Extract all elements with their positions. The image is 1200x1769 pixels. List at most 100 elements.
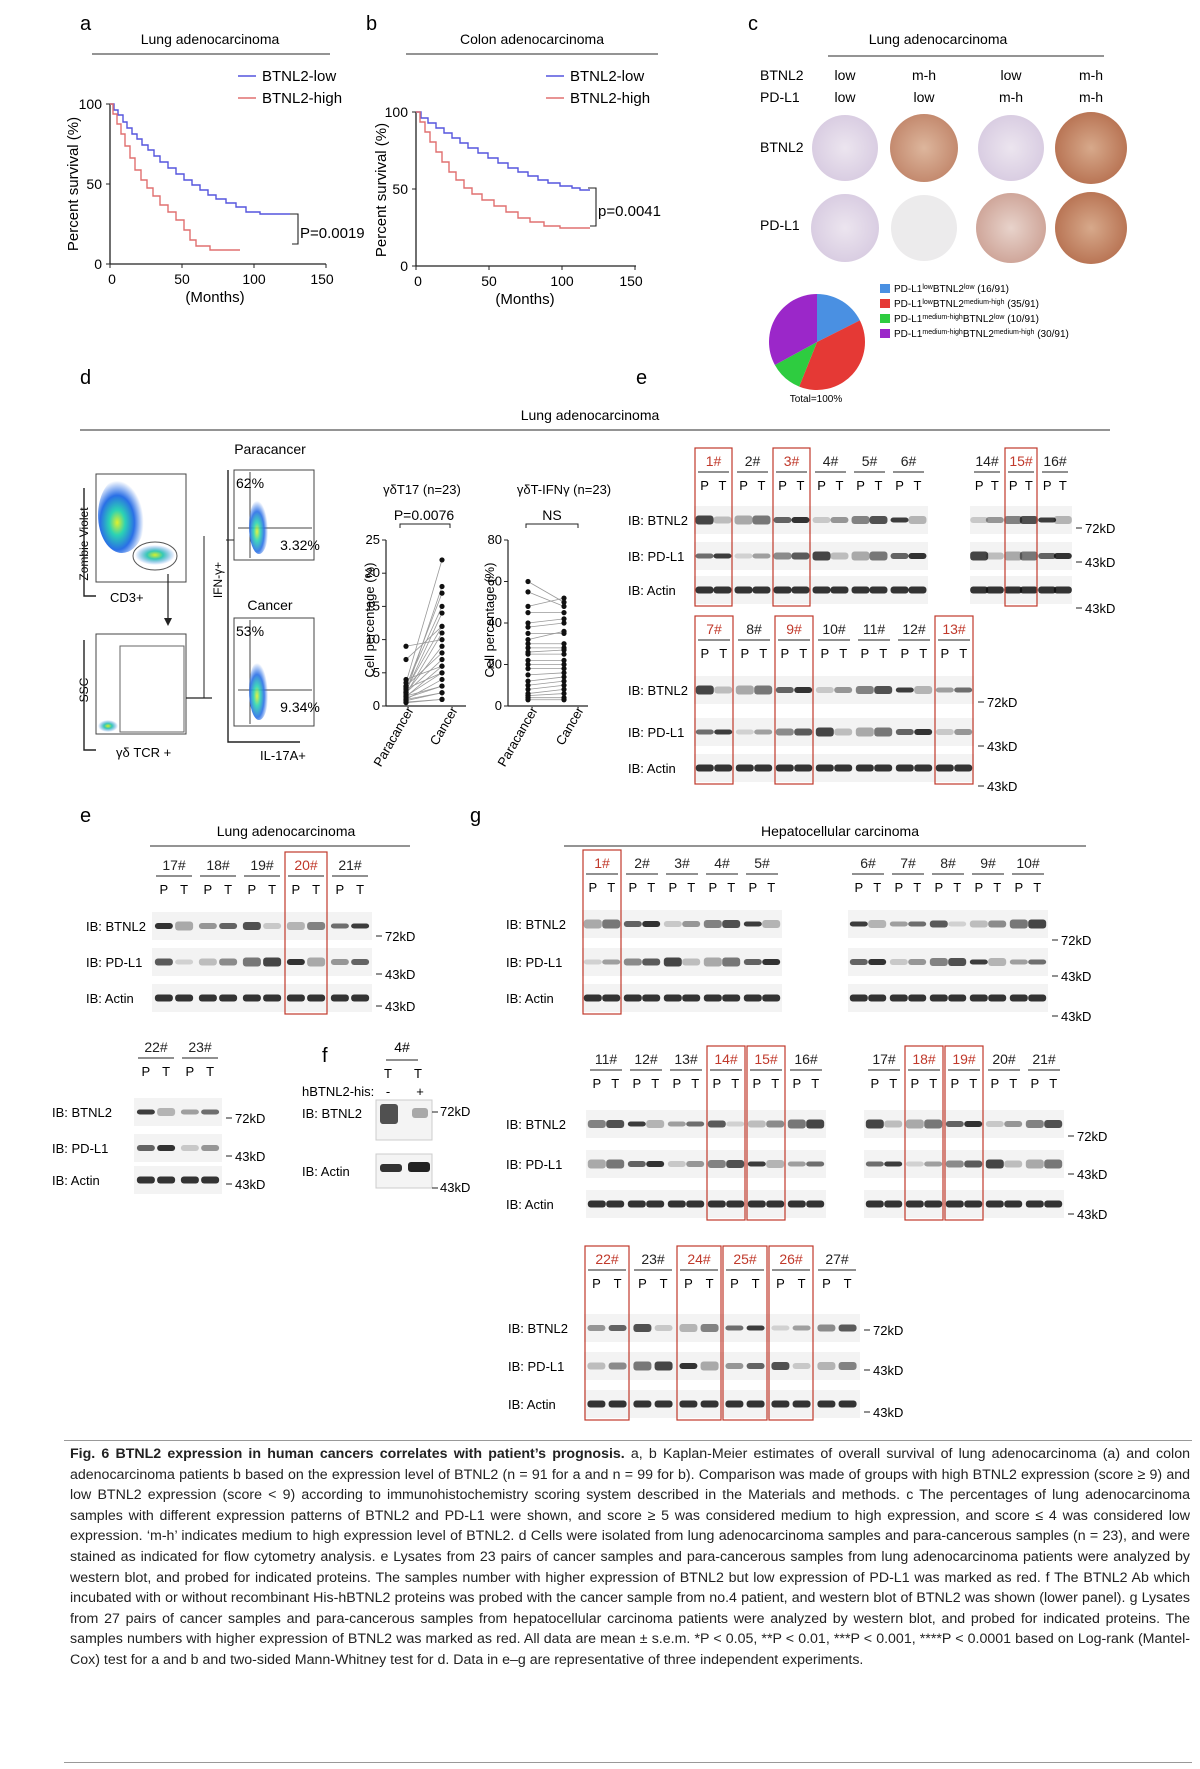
dot-point <box>561 620 567 626</box>
blot-lane-p: P <box>684 1276 693 1291</box>
blot-row-label: IB: BTNL2 <box>506 1117 566 1132</box>
blot-band <box>815 687 834 693</box>
red-highlight-box <box>772 447 811 607</box>
blot-band <box>791 586 810 594</box>
blot-lane-p: P <box>860 646 869 661</box>
blot-band <box>679 1400 698 1408</box>
blot-band <box>606 1200 625 1208</box>
pie-legend: PD-L1lowBTNL2low (16/91) PD-L1lowBTNL2med… <box>880 284 1069 340</box>
dot-point <box>561 595 567 601</box>
blot-band <box>201 1145 220 1151</box>
blot-g3: 11#P T12#P T13#P T14#P T15#P T16#P TIB: BTNL2I… <box>506 1045 826 1221</box>
blot-band <box>754 729 773 735</box>
blot-band <box>633 1361 652 1371</box>
blot-band <box>707 1200 726 1208</box>
dot-point <box>439 637 445 643</box>
blot-band <box>1028 959 1047 965</box>
blot-lane-t: T <box>873 880 881 895</box>
blot-sample-label: 13# <box>674 1051 698 1067</box>
dot-point <box>561 616 567 622</box>
blot-band <box>286 994 305 1002</box>
blot-sample-label: 13# <box>942 621 966 637</box>
blot-band <box>154 994 173 1002</box>
blot-band <box>895 764 914 772</box>
blot-band <box>855 764 874 772</box>
dot-point <box>525 645 531 651</box>
blot-band <box>682 994 701 1002</box>
blot-sample-label: 4# <box>714 855 730 871</box>
pie-slice <box>769 294 817 366</box>
blot-band <box>794 764 813 772</box>
blot-band <box>726 1160 745 1168</box>
dot-ytick: 20 <box>366 565 380 580</box>
blot-lane-t: T <box>969 1076 977 1091</box>
blot-band <box>714 764 733 772</box>
blot-band <box>945 1160 964 1168</box>
blot-lane-t: T <box>719 646 727 661</box>
dot-point <box>561 610 567 616</box>
blot-sample-label: 26# <box>779 1251 803 1267</box>
blot-band <box>775 764 794 772</box>
blot-band <box>154 923 173 929</box>
red-highlight-box <box>694 447 733 607</box>
dot-point <box>403 699 409 705</box>
blot-band <box>726 1200 745 1208</box>
dot-ytick: 0 <box>373 698 380 713</box>
blot-lane-p: P <box>204 882 213 897</box>
blot-row-label: IB: Actin <box>628 583 676 598</box>
blot-band <box>969 994 988 1002</box>
blot-band <box>889 994 908 1002</box>
blot-lane-t: T <box>839 646 847 661</box>
blot-kd-marker: 72kD <box>235 1111 265 1126</box>
blot-band <box>154 958 173 966</box>
blot-band <box>695 586 714 594</box>
xtick: 150 <box>310 271 334 287</box>
blot-row-label: IB: PD-L1 <box>628 549 684 564</box>
blot-band <box>663 994 682 1002</box>
blot-band <box>970 586 989 594</box>
ihc-core <box>1055 192 1127 264</box>
blot-band <box>198 994 217 1002</box>
blot-sample-label: 9# <box>786 621 802 637</box>
dot-ytick: 5 <box>373 665 380 680</box>
caption-title: Fig. 6 BTNL2 expression in human cancers… <box>70 1446 625 1462</box>
blot-band <box>792 1400 811 1408</box>
blot-band <box>869 551 888 561</box>
dot-point <box>561 697 567 703</box>
blot-lane-p: P <box>632 1076 641 1091</box>
blot-sample-label: 22# <box>144 1039 168 1055</box>
dot-point <box>561 661 567 668</box>
ihc-core <box>976 193 1046 263</box>
blot-band <box>642 921 661 927</box>
panel-f-ib-actin: IB: Actin <box>302 1164 350 1179</box>
blot-lane-t: T <box>993 880 1001 895</box>
blot-band <box>722 920 741 928</box>
ihc-core <box>812 115 878 181</box>
blot-lane-p: P <box>712 1076 721 1091</box>
blot-lane-t: T <box>651 1076 659 1091</box>
blot-lane-t: T <box>687 880 695 895</box>
blot-band <box>743 959 762 965</box>
blot-band <box>663 921 682 927</box>
blot-band <box>627 1200 646 1208</box>
blot-band <box>307 994 326 1002</box>
blot-kd-marker: 43kD <box>1061 1009 1091 1024</box>
km-b-xlabel: (Months) <box>495 291 554 308</box>
panel-f-minus: - <box>386 1084 390 1099</box>
xtick: 150 <box>619 273 643 289</box>
dot-point <box>561 647 567 653</box>
blot-band <box>868 959 887 965</box>
blot-lane-t: T <box>731 1076 739 1091</box>
dot-point <box>525 610 531 616</box>
blot-band <box>583 994 602 1002</box>
blot-row-label: IB: BTNL2 <box>52 1105 112 1120</box>
caption-rule-top <box>64 1440 1192 1441</box>
blot-kd-marker: 43kD <box>987 739 1017 754</box>
panel-c: c Lung adenocarcinoma BTNL2 PD-L1 low m-… <box>748 13 1127 405</box>
blot-band <box>587 1120 606 1128</box>
legend-btnl2-high: BTNL2-high <box>570 90 650 107</box>
blot-band <box>679 1363 698 1369</box>
blot-band <box>201 1109 220 1115</box>
